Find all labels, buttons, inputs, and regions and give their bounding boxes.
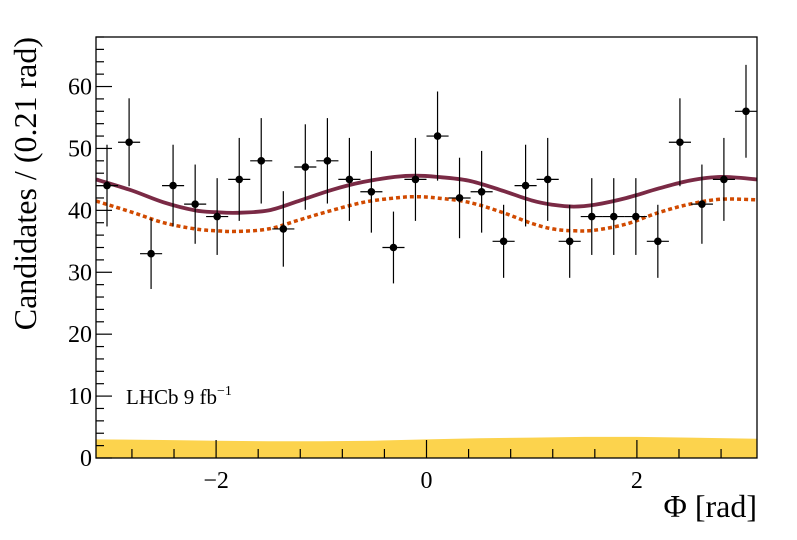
data-marker <box>301 163 310 171</box>
data-point <box>580 178 603 255</box>
data-marker <box>742 107 750 116</box>
data-point <box>690 164 713 244</box>
annotation-text: LHCb 9 fb <box>126 385 217 409</box>
x-axis-title: Φ [rad] <box>663 488 757 524</box>
data-point <box>118 98 141 187</box>
total-fit-curve <box>96 173 757 215</box>
data-marker <box>455 194 464 202</box>
y-tick-label: 20 <box>68 322 92 348</box>
data-point <box>228 137 251 221</box>
data-point <box>712 137 735 221</box>
data-point <box>338 137 361 221</box>
data-point <box>294 124 317 210</box>
data-marker <box>345 175 354 184</box>
data-marker <box>433 132 442 140</box>
y-tick-label: 10 <box>68 384 92 410</box>
data-point <box>448 157 471 239</box>
data-marker <box>235 175 244 184</box>
data-point <box>272 191 295 267</box>
data-point <box>734 64 757 158</box>
x-tick-label: 2 <box>631 468 643 494</box>
data-marker <box>191 200 199 208</box>
data-marker <box>565 237 574 246</box>
data-points-layer <box>96 64 757 289</box>
data-marker <box>609 212 618 221</box>
x-tick-label: 0 <box>421 468 433 494</box>
data-marker <box>654 237 662 246</box>
data-point <box>470 150 493 233</box>
data-point <box>162 144 185 227</box>
data-point <box>426 91 449 181</box>
data-point <box>250 118 273 204</box>
data-marker <box>257 157 266 165</box>
data-marker <box>521 181 530 190</box>
data-point <box>404 137 427 221</box>
y-tick-label: 40 <box>68 198 92 224</box>
data-marker <box>676 138 684 147</box>
data-point <box>624 178 647 255</box>
data-point <box>602 178 625 255</box>
y-tick-label: 50 <box>68 136 92 162</box>
data-point <box>316 118 339 204</box>
data-point <box>96 144 119 227</box>
data-marker <box>367 187 376 196</box>
data-point <box>382 211 405 284</box>
data-marker <box>147 249 155 258</box>
data-marker <box>632 212 640 221</box>
data-point <box>558 204 581 278</box>
y-tick-label: 0 <box>80 446 92 472</box>
data-marker <box>543 175 552 184</box>
y-tick-label: 60 <box>68 75 92 101</box>
data-point <box>140 218 163 289</box>
data-point <box>668 98 691 187</box>
fit-curves-layer <box>96 173 757 234</box>
data-marker <box>477 187 486 196</box>
data-point <box>514 144 537 227</box>
lhcb-annotation: LHCb 9 fb−1 <box>126 384 232 409</box>
data-point <box>492 204 515 278</box>
data-marker <box>389 243 398 252</box>
data-marker <box>323 157 332 165</box>
data-marker <box>720 175 728 184</box>
data-marker <box>103 181 111 190</box>
data-marker <box>125 138 133 147</box>
data-point <box>206 178 229 255</box>
data-marker <box>213 212 221 221</box>
data-point <box>646 204 669 278</box>
data-marker <box>279 225 288 233</box>
axis-ticks-layer: 0 10 20 30 40 50 60 −2 0 2 <box>68 36 722 494</box>
data-marker <box>587 212 596 221</box>
data-marker <box>411 175 420 184</box>
data-point <box>360 150 383 233</box>
y-tick-label: 30 <box>68 260 92 286</box>
data-marker <box>169 181 177 190</box>
x-tick-label: −2 <box>203 468 229 494</box>
y-axis-title: Candidates / (0.21 rad) <box>7 37 43 330</box>
data-marker <box>698 200 706 208</box>
data-marker <box>499 237 508 246</box>
signal-fit-curve <box>96 194 757 234</box>
data-point <box>184 164 207 244</box>
annotation-superscript: −1 <box>217 384 232 399</box>
data-point <box>536 137 559 221</box>
